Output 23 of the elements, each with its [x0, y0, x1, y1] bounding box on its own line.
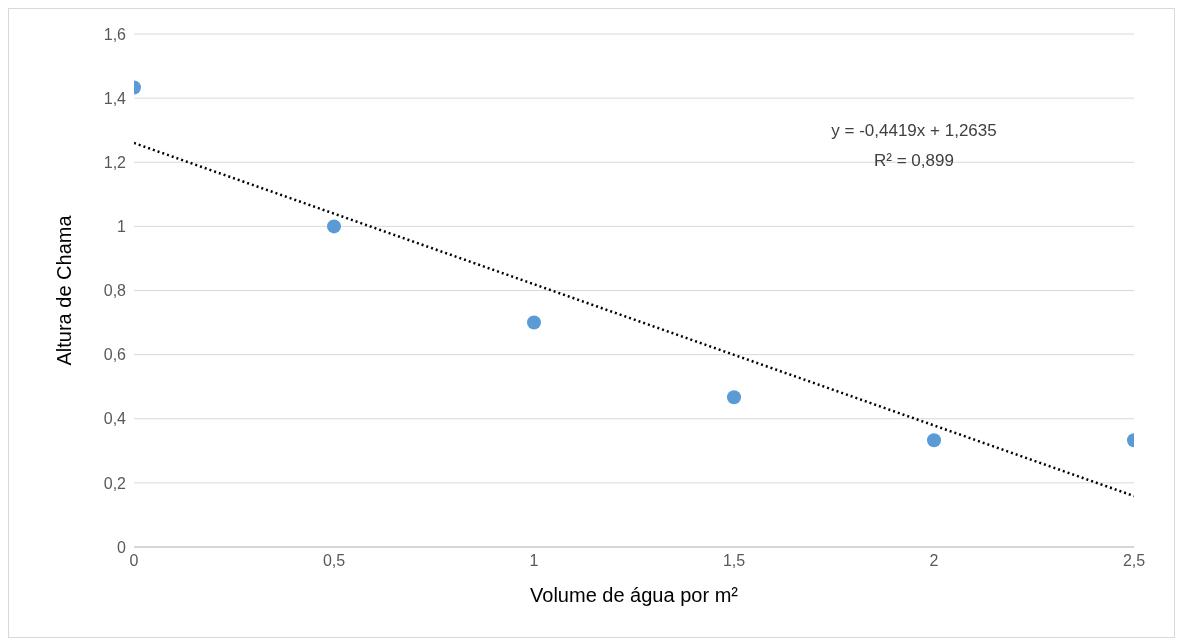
x-tick-label: 0 [129, 552, 139, 570]
y-tick-label: 0 [117, 538, 127, 556]
y-tick-label: 0,8 [103, 282, 127, 300]
y-tick-label: 0,6 [103, 346, 127, 364]
annotation: R² = 0,899 [874, 151, 954, 170]
point [927, 433, 941, 448]
y-tick-label: 1,2 [103, 153, 127, 171]
x-tick-label: 1 [529, 552, 539, 570]
y-tick-label: 0,2 [103, 474, 127, 492]
x-tick-label: 2 [929, 552, 939, 570]
annotation: y = -0,4419x + 1,2635 [831, 121, 997, 140]
x-tick-label: 0,5 [322, 552, 346, 570]
y-tick-label: 0,4 [103, 410, 127, 428]
point [727, 390, 741, 405]
y-tick-label: 1 [117, 218, 127, 236]
point [327, 219, 341, 234]
point [527, 315, 541, 330]
x-tick-label: 2,5 [1122, 552, 1146, 570]
y-tick-label: 1,4 [103, 89, 127, 107]
x-tick-label: 1,5 [722, 552, 746, 570]
x-axis-title: Volume de água por m² [530, 584, 739, 606]
y-tick-label: 1,6 [103, 25, 127, 43]
y-axis-title: Altura de Chama [53, 214, 76, 366]
